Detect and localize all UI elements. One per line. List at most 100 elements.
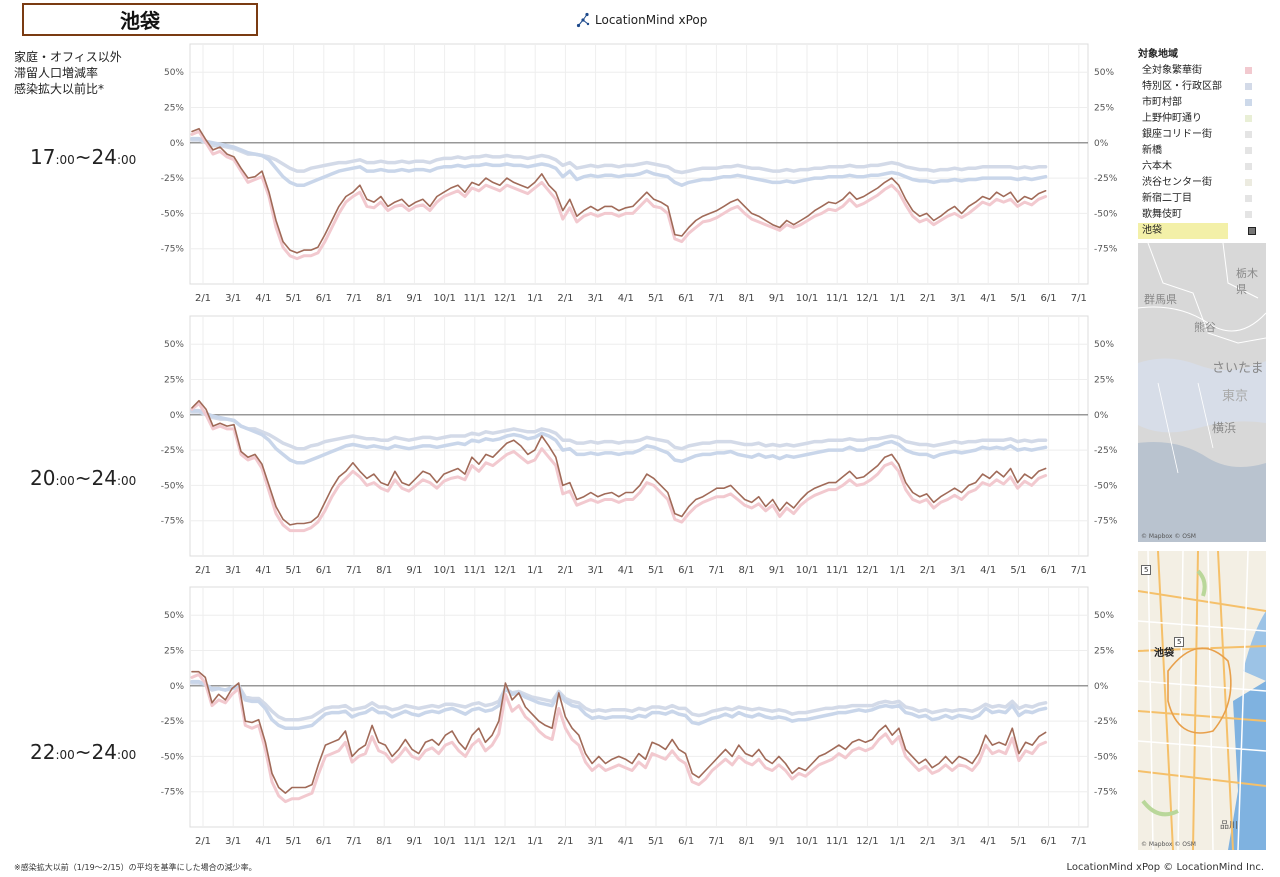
y-tick-label-right: -75%: [1094, 245, 1118, 255]
series-line-市町村部: [190, 136, 1048, 187]
map-label: 群馬県: [1144, 293, 1177, 306]
x-tick-label: 6/1: [316, 293, 332, 304]
x-tick-label: 3/1: [588, 565, 604, 576]
x-tick-label: 9/1: [769, 565, 785, 576]
y-tick-label-right: 50%: [1094, 340, 1114, 350]
y-tick-label: 25%: [164, 376, 184, 386]
legend-item[interactable]: 特別区・行政区部: [1138, 79, 1266, 95]
legend-item[interactable]: 全対象繁華街: [1138, 63, 1266, 79]
page-title: 池袋: [22, 3, 258, 36]
region-map[interactable]: 栃木県 群馬県 熊谷 さいたま 東京 横浜 © Mapbox © OSM: [1138, 243, 1266, 542]
legend-item[interactable]: 池袋: [1138, 223, 1256, 239]
x-tick-label: 12/1: [494, 293, 516, 304]
x-tick-label: 8/1: [739, 836, 755, 847]
legend-swatch: [1245, 211, 1252, 218]
y-tick-label: -25%: [161, 717, 185, 727]
footnote: ※感染拡大以前（1/19～2/15）の平均を基準にした場合の減少率。: [14, 863, 257, 872]
x-tick-label: 2/1: [195, 836, 211, 847]
legend-item-label: 市町村部: [1142, 97, 1182, 108]
legend-item-label: 新宿二丁目: [1142, 193, 1192, 204]
y-tick-label: 50%: [164, 68, 184, 78]
series-line-特別区・行政区部: [190, 138, 1048, 175]
x-tick-label: 10/1: [433, 565, 455, 576]
legend-swatch: [1245, 131, 1252, 138]
x-tick-label: 3/1: [950, 293, 966, 304]
x-tick-label: 6/1: [316, 565, 332, 576]
x-tick-label: 6/1: [1041, 293, 1057, 304]
city-map[interactable]: 5 5 池袋 品川 © Mapbox © OSM: [1138, 551, 1266, 850]
legend-item[interactable]: 歌舞伎町: [1138, 207, 1266, 223]
trend-chart-22-24: 2/1 3/1 4/1 5/1 6/1 7/1 8/1 9/1 10/1 11/1 12/1 1/1 2…: [161, 586, 1118, 847]
x-tick-label: 1/1: [527, 836, 543, 847]
y-tick-label: -75%: [161, 788, 185, 798]
x-tick-label: 7/1: [346, 565, 362, 576]
legend-item-label: 六本木: [1142, 161, 1172, 172]
x-tick-label: 12/1: [494, 565, 516, 576]
legend-item[interactable]: 渋谷センター街: [1138, 175, 1266, 191]
trend-chart-20-24: 2/1 3/1 4/1 5/1 6/1 7/1 8/1 9/1 10/1 11/1 12/1 1/1 2…: [161, 315, 1118, 576]
x-tick-label: 5/1: [1010, 565, 1026, 576]
y-tick-label-right: -50%: [1094, 481, 1118, 491]
y-tick-label: -75%: [161, 517, 185, 527]
series-line-池袋: [191, 127, 1047, 254]
legend-item[interactable]: 市町村部: [1138, 95, 1266, 111]
x-tick-label: 1/1: [890, 836, 906, 847]
x-tick-label: 4/1: [618, 293, 634, 304]
y-tick-label: 0%: [170, 682, 185, 692]
legend-item[interactable]: 上野仲町通り: [1138, 111, 1266, 127]
legend-item[interactable]: 銀座コリドー街: [1138, 127, 1266, 143]
x-tick-label: 5/1: [1010, 836, 1026, 847]
x-tick-label: 4/1: [980, 836, 996, 847]
x-tick-label: 12/1: [856, 836, 878, 847]
x-tick-label: 7/1: [1071, 293, 1087, 304]
map-label: 東京: [1222, 389, 1249, 404]
y-tick-label: 25%: [164, 104, 184, 114]
series-line-全対象繁華街: [190, 130, 1048, 261]
x-tick-label: 10/1: [433, 293, 455, 304]
map-label: 栃木県: [1236, 267, 1258, 296]
x-tick-label: 5/1: [286, 565, 302, 576]
y-tick-label-right: 0%: [1094, 682, 1109, 692]
y-tick-label: 25%: [164, 647, 184, 657]
y-tick-label: 0%: [170, 411, 185, 421]
x-tick-label: 3/1: [588, 836, 604, 847]
y-tick-label: -50%: [161, 481, 185, 491]
y-tick-label: 50%: [164, 611, 184, 621]
x-tick-label: 2/1: [195, 293, 211, 304]
x-tick-label: 5/1: [648, 836, 664, 847]
x-tick-label: 11/1: [826, 565, 848, 576]
series-line-特別区・行政区部: [190, 410, 1048, 451]
region-map-canvas: [1138, 243, 1266, 542]
x-tick-label: 11/1: [826, 293, 848, 304]
x-tick-label: 1/1: [527, 565, 543, 576]
city-map-canvas: [1138, 551, 1266, 850]
x-tick-label: 6/1: [678, 836, 694, 847]
legend-item[interactable]: 新橋: [1138, 143, 1266, 159]
legend-title: 対象地域: [1138, 49, 1178, 60]
legend-item[interactable]: 新宿二丁目: [1138, 191, 1266, 207]
brand-name: LocationMind xPop: [595, 13, 708, 27]
x-tick-label: 9/1: [769, 836, 785, 847]
copyright: LocationMind xPop © LocationMind Inc.: [1066, 862, 1264, 873]
legend-item-label: 上野仲町通り: [1142, 113, 1202, 124]
series-line-池袋: [191, 399, 1047, 526]
legend-item[interactable]: 六本木: [1138, 159, 1266, 175]
x-tick-label: 4/1: [618, 836, 634, 847]
y-tick-label: -50%: [161, 209, 185, 219]
x-tick-label: 11/1: [464, 565, 486, 576]
legend-swatch: [1248, 227, 1256, 235]
y-tick-label: 0%: [170, 139, 185, 149]
legend-swatch: [1245, 83, 1252, 90]
x-tick-label: 10/1: [796, 565, 818, 576]
legend-item-label: 全対象繁華街: [1142, 65, 1202, 76]
x-tick-label: 5/1: [286, 293, 302, 304]
x-tick-label: 7/1: [346, 836, 362, 847]
x-tick-label: 3/1: [950, 565, 966, 576]
x-tick-label: 2/1: [920, 293, 936, 304]
x-tick-label: 4/1: [255, 293, 271, 304]
x-tick-label: 8/1: [739, 293, 755, 304]
legend-item-label: 新橋: [1142, 145, 1162, 156]
time-range-label: 22:00~24:00: [30, 740, 137, 764]
locationmind-logo-icon: [576, 12, 590, 28]
x-tick-label: 1/1: [890, 293, 906, 304]
